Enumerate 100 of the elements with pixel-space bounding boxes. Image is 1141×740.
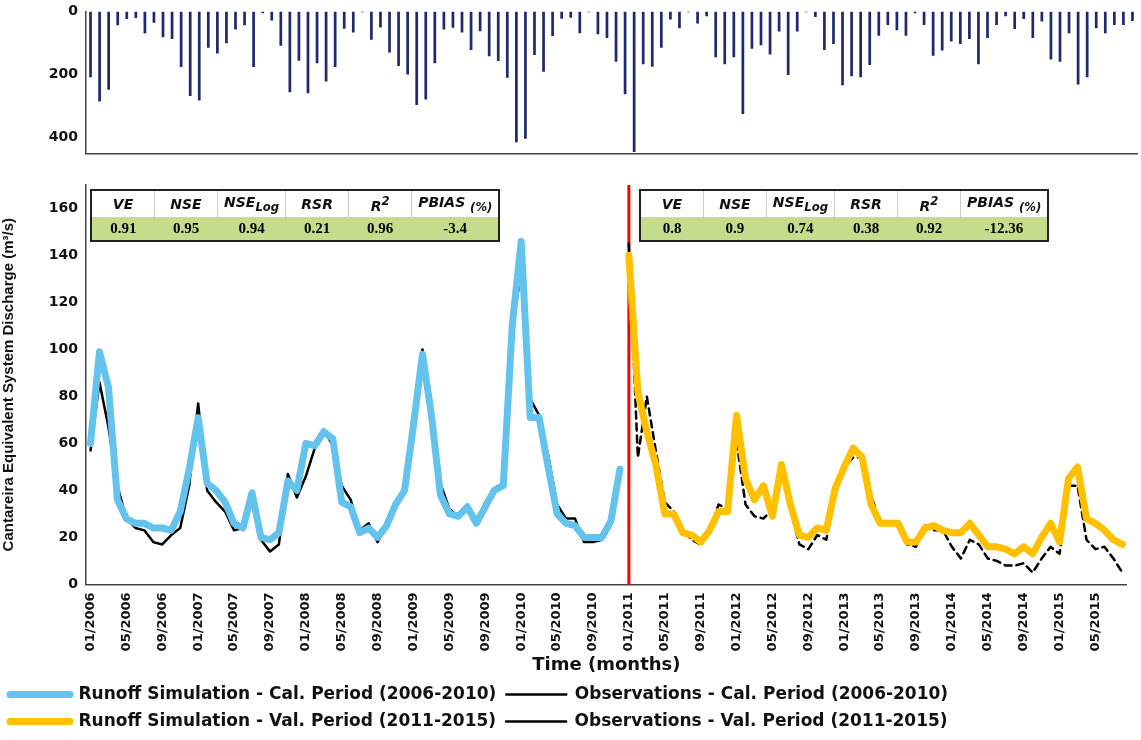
legend-label: Runoff Simulation - Val. Period (2011-2015) bbox=[78, 709, 497, 730]
bar bbox=[89, 11, 92, 78]
bar bbox=[705, 11, 708, 17]
annotation: NSE bbox=[703, 190, 767, 217]
bar bbox=[940, 11, 944, 51]
bar bbox=[1022, 11, 1026, 19]
bar bbox=[850, 11, 853, 77]
bar bbox=[98, 11, 101, 102]
y-tick-label: 200 bbox=[48, 65, 79, 82]
x-tick-label: 09/2011 bbox=[692, 592, 708, 652]
bar bbox=[1013, 11, 1017, 30]
y-tick-label: 140 bbox=[48, 246, 79, 263]
bar bbox=[406, 11, 409, 75]
bar bbox=[279, 11, 283, 46]
x-tick-label: 09/2007 bbox=[261, 592, 277, 652]
x-tick-label: 05/2015 bbox=[1086, 592, 1102, 652]
y-tick-label: 0 bbox=[68, 2, 79, 19]
bar bbox=[578, 11, 582, 34]
legend-label: Observations - Val. Period (2011-2015) bbox=[574, 709, 948, 730]
bar bbox=[524, 11, 527, 139]
annotation: 0.95 bbox=[154, 216, 218, 241]
annotation: 0.96 bbox=[348, 216, 412, 241]
bar bbox=[723, 11, 727, 65]
bar bbox=[886, 11, 890, 25]
bar bbox=[732, 11, 736, 58]
annotation: -3.4 bbox=[411, 216, 500, 241]
x-tick-label: 05/2009 bbox=[440, 592, 456, 652]
bar bbox=[270, 11, 274, 21]
annotation: 0.74 bbox=[766, 216, 835, 241]
bar bbox=[388, 11, 391, 53]
x-tick-label: 01/2012 bbox=[727, 592, 743, 652]
bar bbox=[333, 11, 337, 68]
bar bbox=[225, 11, 228, 44]
x-tick-label: 01/2008 bbox=[297, 592, 313, 652]
bar bbox=[107, 11, 111, 90]
bar bbox=[958, 11, 962, 44]
y-tick-label: 0 bbox=[68, 575, 79, 592]
x-tick-label: 05/2006 bbox=[117, 592, 133, 652]
bar bbox=[714, 11, 718, 58]
x-tick-label: 09/2010 bbox=[584, 592, 600, 652]
bar bbox=[533, 11, 536, 56]
bar bbox=[560, 11, 564, 19]
y-tick-label: 80 bbox=[58, 387, 79, 404]
annotation: 0.94 bbox=[217, 216, 286, 241]
x-tick-label: 09/2006 bbox=[153, 592, 169, 652]
x-tick-label: 05/2007 bbox=[225, 592, 241, 652]
bar bbox=[351, 11, 355, 33]
bar bbox=[949, 11, 953, 42]
bar bbox=[515, 11, 518, 143]
bar bbox=[678, 11, 681, 29]
bar bbox=[696, 11, 699, 24]
x-tick-label: 09/2013 bbox=[907, 592, 923, 652]
bar bbox=[995, 11, 998, 25]
bar bbox=[659, 11, 663, 48]
annotation: 0.91 bbox=[91, 216, 155, 241]
y-tick-label: 40 bbox=[58, 481, 79, 498]
x-tick-label: 05/2014 bbox=[979, 592, 995, 652]
bar bbox=[1031, 11, 1035, 38]
bar bbox=[379, 11, 382, 28]
annotation: R$^{2}$ bbox=[897, 190, 961, 217]
bar bbox=[868, 11, 872, 66]
bar bbox=[542, 11, 545, 72]
annotation: RSR bbox=[285, 190, 349, 217]
bar bbox=[786, 11, 790, 75]
x-tick-label: 09/2012 bbox=[799, 592, 815, 652]
bar bbox=[814, 11, 817, 18]
bar bbox=[877, 11, 881, 36]
annotation: 0.21 bbox=[285, 216, 349, 241]
bar bbox=[986, 11, 989, 38]
annotation: -12.36 bbox=[960, 216, 1049, 241]
x-tick-label: 01/2007 bbox=[189, 592, 205, 652]
bar bbox=[931, 11, 935, 56]
y-tick-label: 100 bbox=[48, 340, 79, 357]
bar bbox=[505, 11, 509, 78]
bar bbox=[641, 11, 645, 65]
bar bbox=[370, 11, 373, 40]
bar bbox=[206, 11, 210, 48]
bar bbox=[288, 11, 292, 93]
bar bbox=[795, 11, 799, 32]
bar bbox=[397, 11, 400, 67]
bar bbox=[632, 11, 636, 153]
bar bbox=[823, 11, 826, 50]
annotation: VE bbox=[639, 190, 704, 217]
bar bbox=[832, 11, 835, 44]
x-axis-title: Time (months) bbox=[532, 652, 681, 674]
x-tick-label: 01/2015 bbox=[1050, 592, 1066, 652]
bar bbox=[433, 11, 437, 64]
y-tick-label: 160 bbox=[48, 199, 79, 216]
bar bbox=[216, 11, 219, 54]
annotation: NSE bbox=[154, 190, 218, 217]
bar bbox=[125, 11, 129, 19]
bar bbox=[551, 11, 554, 37]
legend-label: Observations - Cal. Period (2006-2010) bbox=[574, 682, 949, 703]
y-tick-label: 20 bbox=[58, 528, 79, 545]
annotation: NSE$_{Log}$ bbox=[217, 190, 286, 217]
annotation: R$^{2}$ bbox=[348, 190, 412, 217]
x-tick-label: 05/2013 bbox=[871, 592, 887, 652]
bar bbox=[116, 11, 120, 26]
annotation: 0.92 bbox=[897, 216, 961, 241]
bar bbox=[1085, 11, 1089, 78]
